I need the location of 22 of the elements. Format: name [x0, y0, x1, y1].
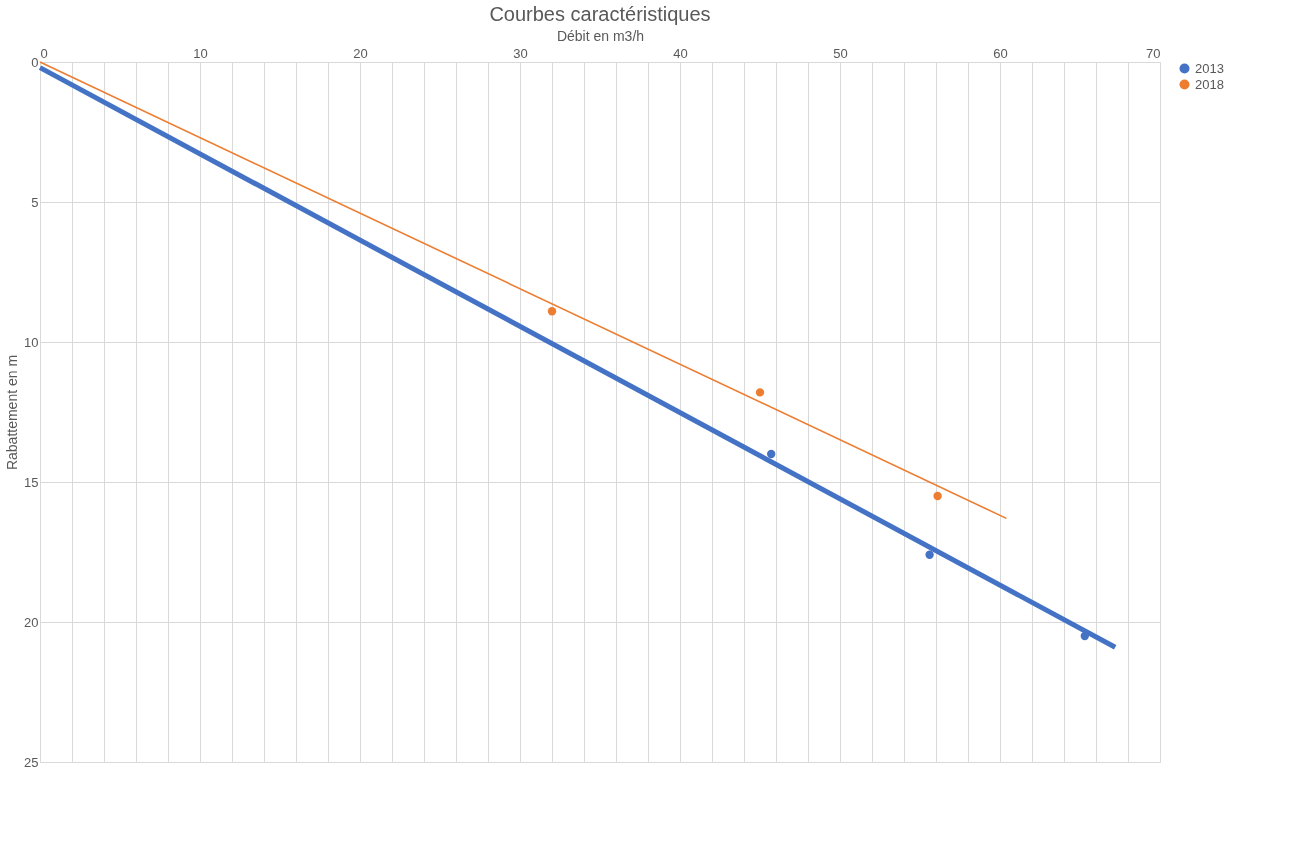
point — [547, 307, 557, 316]
y-axis-title: Rabattement en m — [4, 354, 21, 471]
point — [755, 388, 765, 397]
y-tick-label: 20 — [24, 614, 39, 630]
x-tick-label: 60 — [993, 45, 1008, 61]
x-axis-title: Débit en m3/h — [556, 27, 645, 44]
x-tick-label: 20 — [353, 45, 368, 61]
y-tick-label: 25 — [24, 754, 39, 770]
y-tick-label: 10 — [24, 334, 39, 350]
x-tick-label: 40 — [673, 45, 688, 61]
legend-label: 2013 — [1195, 60, 1224, 76]
point — [925, 550, 934, 559]
x-tick-label: 70 — [1146, 45, 1161, 61]
x-tick-label: 10 — [193, 45, 208, 61]
point — [933, 491, 942, 501]
point — [767, 449, 776, 459]
y-tick-label: 5 — [31, 194, 39, 210]
y-tick-label: 15 — [24, 474, 39, 490]
x-tick-label: 30 — [513, 45, 528, 61]
chart-title: Courbes caractéristiques — [489, 3, 711, 25]
legend-label: 2018 — [1195, 76, 1224, 92]
x-tick-label: 50 — [833, 45, 848, 61]
